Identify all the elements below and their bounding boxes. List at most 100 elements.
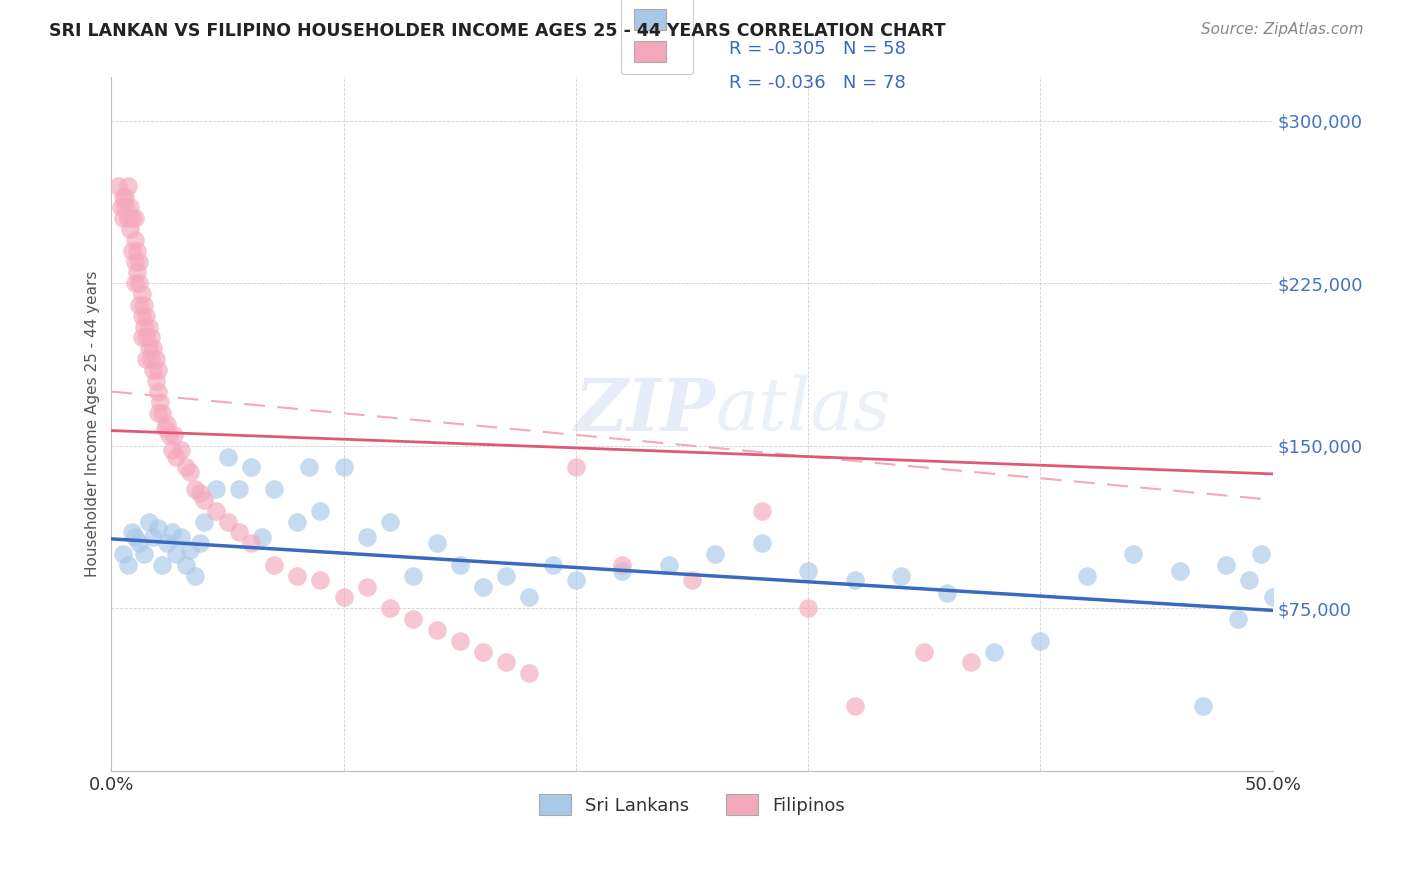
- Point: [356, 580, 378, 594]
- Point: [156, 417, 179, 431]
- Point: [263, 558, 285, 572]
- Point: [217, 450, 239, 464]
- Point: [332, 591, 354, 605]
- Point: [111, 547, 134, 561]
- Point: [139, 330, 162, 344]
- Point: [959, 656, 981, 670]
- Point: [612, 558, 634, 572]
- Point: [519, 591, 541, 605]
- Point: [152, 558, 174, 572]
- Point: [128, 254, 150, 268]
- Point: [139, 352, 162, 367]
- Point: [472, 644, 495, 658]
- Text: R = -0.305   N = 58: R = -0.305 N = 58: [730, 39, 905, 58]
- Text: ZIP: ZIP: [574, 375, 716, 446]
- Point: [142, 363, 165, 377]
- Point: [142, 341, 165, 355]
- Point: [193, 515, 215, 529]
- Point: [125, 265, 148, 279]
- Point: [131, 287, 153, 301]
- Point: [1122, 547, 1144, 561]
- Point: [844, 698, 866, 713]
- Point: [163, 428, 186, 442]
- Point: [135, 309, 157, 323]
- Point: [890, 568, 912, 582]
- Point: [704, 547, 727, 561]
- Point: [449, 558, 471, 572]
- Point: [1029, 633, 1052, 648]
- Point: [495, 656, 517, 670]
- Point: [205, 482, 228, 496]
- Point: [179, 542, 201, 557]
- Point: [159, 428, 181, 442]
- Point: [309, 504, 332, 518]
- Point: [179, 465, 201, 479]
- Point: [612, 565, 634, 579]
- Point: [188, 536, 211, 550]
- Point: [217, 515, 239, 529]
- Point: [519, 666, 541, 681]
- Point: [402, 612, 425, 626]
- Point: [124, 530, 146, 544]
- Point: [285, 515, 308, 529]
- Point: [1168, 565, 1191, 579]
- Point: [936, 586, 959, 600]
- Point: [449, 633, 471, 648]
- Point: [425, 623, 447, 637]
- Point: [132, 319, 155, 334]
- Point: [128, 298, 150, 312]
- Point: [378, 601, 401, 615]
- Point: [111, 211, 134, 226]
- Point: [1239, 573, 1261, 587]
- Point: [132, 298, 155, 312]
- Point: [145, 352, 167, 367]
- Point: [912, 644, 935, 658]
- Point: [170, 530, 193, 544]
- Point: [128, 536, 150, 550]
- Point: [110, 201, 132, 215]
- Point: [658, 558, 681, 572]
- Point: [844, 573, 866, 587]
- Point: [138, 319, 160, 334]
- Point: [117, 178, 139, 193]
- Point: [145, 374, 167, 388]
- Point: [751, 504, 773, 518]
- Point: [135, 352, 157, 367]
- Point: [797, 601, 820, 615]
- Point: [153, 421, 176, 435]
- Point: [285, 568, 308, 582]
- Point: [184, 482, 207, 496]
- Point: [124, 277, 146, 291]
- Point: [402, 568, 425, 582]
- Point: [165, 450, 187, 464]
- Point: [121, 211, 143, 226]
- Point: [132, 547, 155, 561]
- Point: [239, 536, 262, 550]
- Point: [146, 384, 169, 399]
- Point: [149, 395, 172, 409]
- Point: [239, 460, 262, 475]
- Legend: Sri Lankans, Filipinos: Sri Lankans, Filipinos: [530, 785, 855, 824]
- Point: [117, 558, 139, 572]
- Point: [124, 254, 146, 268]
- Point: [146, 521, 169, 535]
- Point: [160, 525, 183, 540]
- Text: SRI LANKAN VS FILIPINO HOUSEHOLDER INCOME AGES 25 - 44 YEARS CORRELATION CHART: SRI LANKAN VS FILIPINO HOUSEHOLDER INCOM…: [49, 22, 946, 40]
- Point: [1250, 547, 1272, 561]
- Point: [118, 201, 141, 215]
- Point: [124, 233, 146, 247]
- Point: [118, 222, 141, 236]
- Point: [681, 573, 703, 587]
- Point: [135, 330, 157, 344]
- Point: [263, 482, 285, 496]
- Point: [1192, 698, 1215, 713]
- Point: [170, 443, 193, 458]
- Point: [309, 573, 332, 587]
- Point: [332, 460, 354, 475]
- Point: [228, 525, 250, 540]
- Point: [125, 244, 148, 258]
- Point: [121, 244, 143, 258]
- Point: [174, 558, 197, 572]
- Point: [131, 309, 153, 323]
- Point: [228, 482, 250, 496]
